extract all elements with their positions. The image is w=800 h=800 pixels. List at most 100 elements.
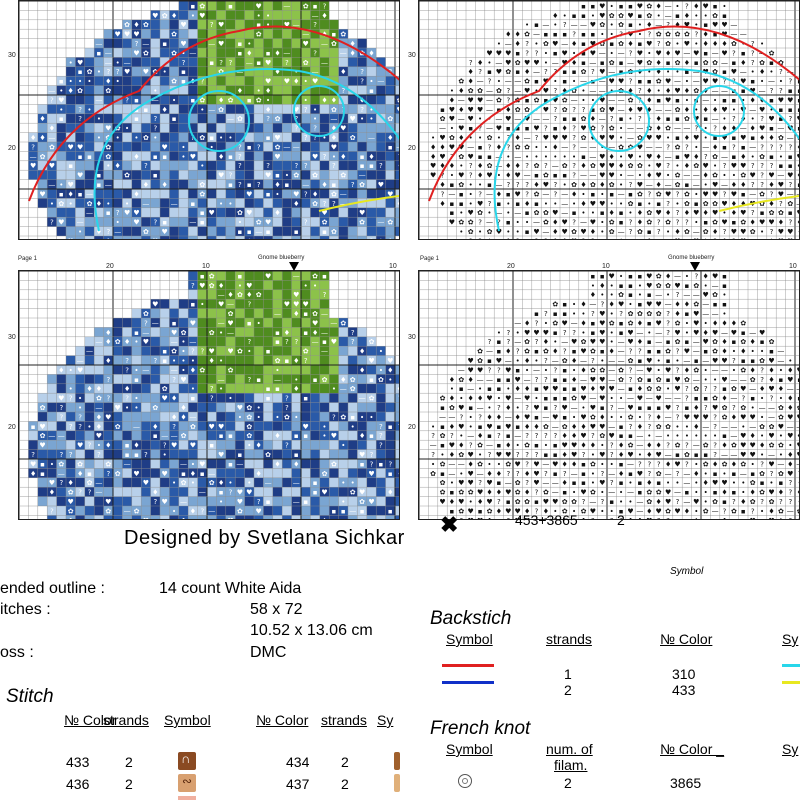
svg-text:▪: ▪ bbox=[732, 96, 737, 104]
svg-text:—: — bbox=[627, 125, 634, 133]
svg-text:•: • bbox=[760, 78, 764, 86]
svg-text:✿: ✿ bbox=[750, 479, 756, 487]
svg-text:▪: ▪ bbox=[619, 423, 624, 431]
svg-text:▪: ▪ bbox=[515, 366, 520, 374]
svg-text:♥: ♥ bbox=[562, 404, 568, 412]
svg-text:✿: ✿ bbox=[646, 237, 652, 240]
svg-text:•: • bbox=[685, 96, 689, 104]
svg-text:•: • bbox=[760, 451, 764, 459]
svg-text:♦: ♦ bbox=[552, 219, 558, 227]
svg-text:•: • bbox=[266, 96, 270, 104]
svg-text:•: • bbox=[798, 228, 800, 236]
svg-text:♦: ♦ bbox=[449, 162, 455, 170]
svg-text:♥: ♥ bbox=[750, 413, 756, 421]
svg-text:?: ? bbox=[600, 301, 604, 309]
svg-text:✿: ✿ bbox=[246, 432, 252, 440]
svg-text:▪: ▪ bbox=[322, 228, 327, 236]
svg-text:▪: ▪ bbox=[506, 219, 511, 227]
svg-text:?: ? bbox=[59, 451, 63, 459]
svg-text:—: — bbox=[283, 49, 290, 57]
svg-text:♦: ♦ bbox=[562, 432, 568, 440]
svg-text:—: — bbox=[293, 143, 300, 151]
svg-text:—: — bbox=[142, 366, 149, 374]
svg-text:▪: ▪ bbox=[572, 12, 577, 20]
svg-text:?: ? bbox=[610, 115, 614, 123]
svg-text:?: ? bbox=[563, 329, 567, 337]
svg-text:✿: ✿ bbox=[199, 181, 205, 189]
svg-text:•: • bbox=[506, 200, 510, 208]
svg-text:♥: ♥ bbox=[209, 423, 215, 431]
svg-text:♦: ♦ bbox=[124, 338, 130, 346]
svg-text:?: ? bbox=[760, 460, 764, 468]
svg-text:—: — bbox=[618, 106, 625, 114]
svg-text:♥: ♥ bbox=[152, 12, 158, 20]
chart-top-right-symbols: ▪ ▪ ♥ • ▪ ▪ ♥ ✿ ♦ — •? ♦ ♥ ▪ • ♦ • ▪ ▪ • ♥ ✿ ✿ ♥ ▪ ✿ • — ▪ ♦ • • ✿ ▪ • ▪ — •?… bbox=[418, 0, 800, 240]
svg-text:•: • bbox=[666, 385, 670, 393]
svg-text:•: • bbox=[506, 385, 510, 393]
svg-text:♥: ♥ bbox=[759, 329, 765, 337]
svg-text:•: • bbox=[694, 489, 698, 497]
svg-text:?: ? bbox=[751, 209, 755, 217]
svg-text:♥: ♥ bbox=[740, 162, 746, 170]
svg-text:♦: ♦ bbox=[656, 115, 662, 123]
svg-text:✿: ✿ bbox=[199, 96, 205, 104]
svg-text:—: — bbox=[171, 366, 178, 374]
svg-text:—: — bbox=[608, 357, 615, 365]
svg-text:✿: ✿ bbox=[656, 31, 662, 39]
svg-text:—: — bbox=[524, 172, 531, 180]
svg-text:✿: ✿ bbox=[209, 479, 215, 487]
svg-text:•: • bbox=[769, 106, 773, 114]
svg-text:•: • bbox=[116, 78, 120, 86]
svg-text:♦: ♦ bbox=[468, 68, 474, 76]
svg-text:♦: ♦ bbox=[515, 31, 521, 39]
svg-text:—: — bbox=[486, 348, 493, 356]
svg-text:✿: ✿ bbox=[552, 319, 558, 327]
svg-text:♦: ♦ bbox=[674, 310, 680, 318]
svg-text:♦: ♦ bbox=[468, 78, 474, 86]
svg-text:?: ? bbox=[666, 200, 670, 208]
svg-text:?: ? bbox=[247, 338, 251, 346]
svg-text:•: • bbox=[779, 395, 783, 403]
svg-text:▪: ▪ bbox=[247, 143, 252, 151]
svg-text:?: ? bbox=[713, 423, 717, 431]
svg-text:▪: ▪ bbox=[200, 219, 205, 227]
svg-text:♥: ♥ bbox=[609, 134, 615, 142]
svg-text:♥: ♥ bbox=[580, 395, 586, 403]
svg-text:▪: ▪ bbox=[497, 200, 502, 208]
svg-text:✿: ✿ bbox=[543, 348, 549, 356]
svg-text:•: • bbox=[534, 143, 538, 151]
svg-text:♦: ♦ bbox=[750, 432, 756, 440]
svg-text:?: ? bbox=[78, 423, 82, 431]
backstitch-color: 310 bbox=[672, 666, 696, 682]
svg-text:♥: ♥ bbox=[768, 432, 774, 440]
svg-text:▪: ▪ bbox=[487, 181, 492, 189]
svg-text:✿: ✿ bbox=[684, 31, 690, 39]
svg-text:?: ? bbox=[629, 366, 633, 374]
svg-text:▪: ▪ bbox=[534, 21, 539, 29]
svg-text:♦: ♦ bbox=[731, 319, 737, 327]
svg-text:—: — bbox=[236, 68, 243, 76]
svg-text:▪: ▪ bbox=[760, 338, 765, 346]
svg-text:♥: ♥ bbox=[590, 338, 596, 346]
svg-text:✿: ✿ bbox=[646, 498, 652, 506]
row-label: 20 bbox=[408, 424, 416, 431]
svg-text:▪: ▪ bbox=[591, 2, 596, 10]
svg-text:—: — bbox=[721, 59, 728, 67]
svg-text:♦: ♦ bbox=[486, 489, 492, 497]
svg-text:?: ? bbox=[106, 68, 110, 76]
svg-text:?: ? bbox=[229, 172, 233, 180]
svg-text:▪: ▪ bbox=[515, 125, 520, 133]
svg-text:✿: ✿ bbox=[778, 209, 784, 217]
svg-text:—: — bbox=[448, 460, 455, 468]
svg-text:•: • bbox=[294, 413, 298, 421]
svg-text:•: • bbox=[657, 366, 661, 374]
svg-text:▪: ▪ bbox=[59, 190, 64, 198]
svg-text:▪: ▪ bbox=[487, 357, 492, 365]
svg-text:♦: ♦ bbox=[293, 78, 299, 86]
svg-text:—: — bbox=[665, 12, 672, 20]
svg-text:•: • bbox=[751, 115, 755, 123]
svg-text:?: ? bbox=[544, 432, 548, 440]
svg-text:▪: ▪ bbox=[722, 282, 727, 290]
french-knot-icon bbox=[458, 774, 472, 788]
svg-text:▪: ▪ bbox=[228, 153, 233, 161]
